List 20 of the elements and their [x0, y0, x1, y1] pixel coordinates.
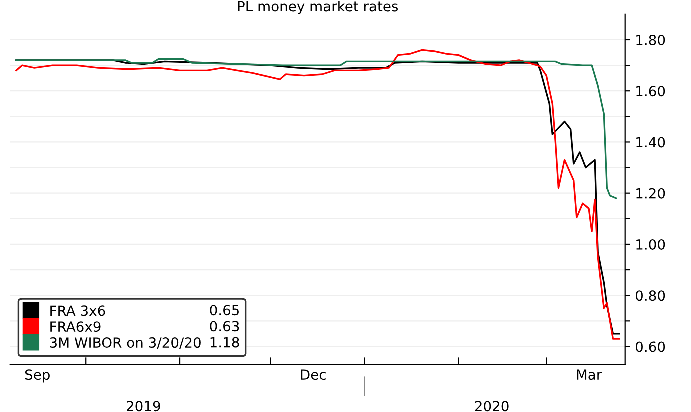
annotation: 1.18 [210, 337, 240, 348]
annotation: 0.65 [210, 305, 240, 316]
y-tick-label: 1.80 [636, 34, 666, 46]
legend-label: 3M WIBOR on 3/20/20 [50, 338, 201, 350]
annotation: 0.63 [210, 321, 240, 332]
y-tick-label: 0.80 [636, 290, 666, 302]
y-tick-label: 1.00 [636, 239, 666, 250]
y-tick-label: 1.60 [636, 86, 666, 97]
line-series [16, 58, 618, 200]
chart-title: PL money market rates [238, 0, 398, 14]
legend-label: FRA 3x6 [50, 306, 106, 316]
y-tick-label: 1.40 [636, 137, 666, 148]
y-tick-label: 0.60 [636, 342, 666, 352]
x-tick-label: Dec [301, 370, 326, 380]
x2-tick-label: 2019 [127, 401, 160, 412]
y-tick-label: 1.20 [636, 188, 666, 199]
x-tick-label: Sep [25, 370, 50, 383]
x2-tick-label: 2020 [475, 401, 509, 412]
x-tick-label: Mar [577, 370, 602, 380]
legend-label: FRA6x9 [50, 322, 101, 332]
